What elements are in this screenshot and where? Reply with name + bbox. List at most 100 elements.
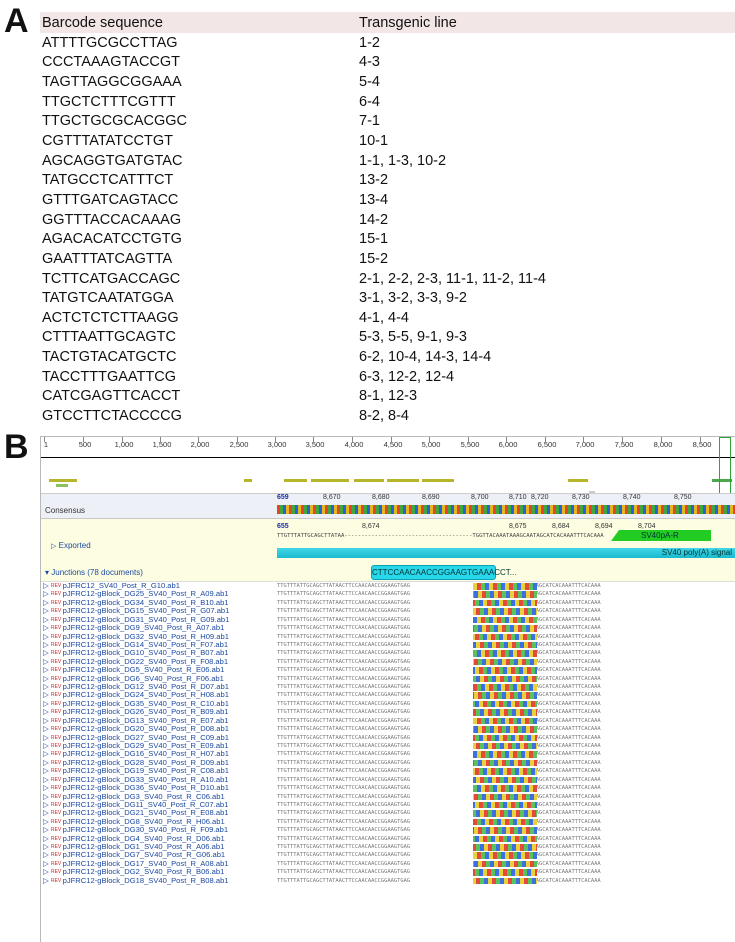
- read-label[interactable]: ▷ REV pJFRC12-gBlock_DG16_SV40_Post_R_H0…: [43, 750, 229, 759]
- overview-feature[interactable]: [589, 491, 595, 494]
- read-row[interactable]: ▷ REV pJFRC12-gBlock_DG18_SV40_Post_R_B0…: [41, 876, 735, 886]
- read-row[interactable]: ▷ REV pJFRC12-gBlock_DG32_SV40_Post_R_H0…: [41, 632, 735, 642]
- read-row[interactable]: ▷ REV pJFRC12-gBlock_DG7_SV40_Post_R_G06…: [41, 851, 735, 860]
- overview-feature[interactable]: [311, 479, 349, 482]
- motif-annotation[interactable]: CTTCCAACAACCGGAAGTGAAACCT...: [371, 565, 516, 580]
- read-row[interactable]: ▷ REV pJFRC12-gBlock_DG22_SV40_Post_R_F0…: [41, 657, 735, 667]
- read-label[interactable]: ▷ REV pJFRC12-gBlock_DG36_SV40_Post_R_D1…: [43, 783, 229, 793]
- read-row[interactable]: ▷ REV pJFRC12-gBlock_DG3_SV40_Post_R_C06…: [41, 792, 735, 802]
- read-label[interactable]: ▷ REV pJFRC12-gBlock_DG18_SV40_Post_R_B0…: [43, 876, 229, 886]
- read-row[interactable]: ▷ REV pJFRC12-gBlock_DG8_SV40_Post_R_H06…: [41, 817, 735, 827]
- read-row[interactable]: ▷ REV pJFRC12-gBlock_DG35_SV40_Post_R_C1…: [41, 699, 735, 709]
- read-row[interactable]: ▷ REV pJFRC12-gBlock_DG30_SV40_Post_R_F0…: [41, 825, 735, 835]
- read-label[interactable]: ▷ REV pJFRC12-gBlock_DG32_SV40_Post_R_H0…: [43, 632, 229, 642]
- read-label[interactable]: ▷ REV pJFRC12-gBlock_DG1_SV40_Post_R_A06…: [43, 842, 224, 852]
- read-row[interactable]: ▷ REV pJFRC12-gBlock_DG25_SV40_Post_R_A0…: [41, 590, 735, 599]
- overview-feature[interactable]: [354, 479, 384, 482]
- read-row[interactable]: ▷ REV pJFRC12-gBlock_DG27_SV40_Post_R_C0…: [41, 733, 735, 743]
- overview-track[interactable]: [41, 437, 735, 499]
- read-row[interactable]: ▷ REV pJFRC12-gBlock_DG17_SV40_Post_R_A0…: [41, 859, 735, 869]
- read-label[interactable]: ▷ REV pJFRC12-gBlock_DG28_SV40_Post_R_D0…: [43, 758, 229, 768]
- read-label[interactable]: ▷ REV pJFRC12-gBlock_DG5_SV40_Post_R_E06…: [43, 665, 224, 675]
- read-label[interactable]: ▷ REV pJFRC12-gBlock_DG14_SV40_Post_R_F0…: [43, 640, 228, 650]
- read-name: pJFRC12-gBlock_DG11_SV40_Post_R_C07.ab1: [62, 799, 229, 809]
- overview-feature[interactable]: [56, 484, 68, 487]
- read-label[interactable]: ▷ REV pJFRC12-gBlock_DG8_SV40_Post_R_H06…: [43, 817, 225, 827]
- overview-feature[interactable]: [387, 479, 419, 482]
- read-label[interactable]: ▷ REV pJFRC12-gBlock_DG9_SV40_Post_R_A07…: [43, 623, 224, 633]
- overview-feature[interactable]: [568, 479, 588, 482]
- read-label[interactable]: ▷ REV pJFRC12-gBlock_DG33_SV40_Post_R_A1…: [43, 775, 229, 785]
- read-sequence-right: TGGTTACAAATAAAGCAATAGCATCACAAATTTCACAAA: [474, 583, 601, 589]
- read-row[interactable]: ▷ REV pJFRC12-gBlock_DG19_SV40_Post_R_C0…: [41, 766, 735, 776]
- read-label[interactable]: ▷ REV pJFRC12-gBlock_DG25_SV40_Post_R_A0…: [43, 590, 229, 599]
- read-label[interactable]: ▷ REV pJFRC12-gBlock_DG22_SV40_Post_R_F0…: [43, 657, 228, 667]
- read-sequence-left: TTGTTTATTGCAGCTTATAACTTCCAACAACCGGAAGTGA…: [277, 860, 411, 867]
- read-row[interactable]: ▷ REV pJFRC12-gBlock_DG20_SV40_Post_R_D0…: [41, 724, 735, 734]
- read-row[interactable]: ▷ REV pJFRC12-gBlock_DG11_SV40_Post_R_C0…: [41, 799, 735, 810]
- read-row[interactable]: ▷ REV pJFRC12-gBlock_DG2_SV40_Post_R_B06…: [41, 868, 735, 877]
- read-label[interactable]: ▷ REV pJFRC12-gBlock_DG4_SV40_Post_R_D06…: [43, 834, 225, 844]
- read-label[interactable]: ▷ REV pJFRC12-gBlock_DG3_SV40_Post_R_C06…: [43, 792, 225, 802]
- read-label[interactable]: ▷ REV pJFRC12-gBlock_DG34_SV40_Post_R_B1…: [43, 598, 229, 608]
- collapse-triangle-icon[interactable]: ▾: [45, 568, 50, 577]
- read-row[interactable]: ▷ REV pJFRC12-gBlock_DG13_SV40_Post_R_E0…: [41, 716, 735, 726]
- read-label[interactable]: ▷ REV pJFRC12-gBlock_DG15_SV40_Post_R_G0…: [43, 607, 229, 616]
- read-label[interactable]: ▷ REV pJFRC12-gBlock_DG12_SV40_Post_R_D0…: [43, 682, 229, 692]
- read-label[interactable]: ▷ REV pJFRC12-gBlock_DG10_SV40_Post_R_B0…: [43, 649, 229, 658]
- read-sequence-right: TGGTTACAAATAAAGCAATAGCATCACAAATTTCACAAA: [474, 844, 601, 851]
- read-label[interactable]: ▷ REV pJFRC12-gBlock_DG13_SV40_Post_R_E0…: [43, 716, 229, 726]
- read-row[interactable]: ▷ REV pJFRC12-gBlock_DG1_SV40_Post_R_A06…: [41, 842, 735, 852]
- read-label[interactable]: ▷ REV pJFRC12-gBlock_DG31_SV40_Post_R_G0…: [43, 615, 229, 625]
- overview-feature[interactable]: [49, 479, 77, 482]
- exported-label[interactable]: ▷ Exported: [51, 541, 91, 550]
- read-label[interactable]: ▷ REV pJFRC12-gBlock_DG29_SV40_Post_R_E0…: [43, 741, 229, 751]
- read-row[interactable]: ▷ REV pJFRC12-gBlock_DG15_SV40_Post_R_G0…: [41, 607, 735, 616]
- junctions-header[interactable]: ▾ Junctions (78 documents) CTTCCAACAACCG…: [41, 563, 735, 582]
- sv40pa-feature-arrow[interactable]: [611, 530, 711, 541]
- read-label[interactable]: ▷ REV pJFRC12-gBlock_DG19_SV40_Post_R_C0…: [43, 766, 229, 776]
- read-row[interactable]: ▷ REV pJFRC12-gBlock_DG36_SV40_Post_R_D1…: [41, 783, 735, 793]
- read-row[interactable]: ▷ REV pJFRC12-gBlock_DG9_SV40_Post_R_A07…: [41, 623, 735, 633]
- read-row[interactable]: ▷ REV pJFRC12-gBlock_DG28_SV40_Post_R_D0…: [41, 758, 735, 768]
- read-sequence-right: TGGTTACAAATAAAGCAATAGCATCACAAATTTCACAAA: [474, 852, 601, 859]
- read-row[interactable]: ▷ REV pJFRC12-gBlock_DG29_SV40_Post_R_E0…: [41, 741, 735, 751]
- overview-feature[interactable]: [712, 479, 732, 482]
- read-label[interactable]: ▷ REV pJFRC12-gBlock_DG35_SV40_Post_R_C1…: [43, 699, 229, 709]
- viewport-window[interactable]: [719, 437, 731, 495]
- reverse-tag: REV: [50, 591, 63, 598]
- read-row[interactable]: ▷ REV pJFRC12-gBlock_DG5_SV40_Post_R_E06…: [41, 665, 735, 675]
- read-label[interactable]: ▷ REV pJFRC12-gBlock_DG27_SV40_Post_R_C0…: [43, 733, 229, 743]
- read-row[interactable]: ▷ REV pJFRC12-gBlock_DG26_SV40_Post_R_B0…: [41, 708, 735, 717]
- read-row[interactable]: ▷ REV pJFRC12-gBlock_DG31_SV40_Post_R_G0…: [41, 615, 735, 625]
- read-row[interactable]: ▷ REV pJFRC12_SV40_Post_R_G10.ab1 TTGTTTA…: [41, 581, 735, 591]
- read-row[interactable]: ▷ REV pJFRC12-gBlock_DG10_SV40_Post_R_B0…: [41, 649, 735, 658]
- read-row[interactable]: ▷ REV pJFRC12-gBlock_DG34_SV40_Post_R_B1…: [41, 598, 735, 608]
- read-label[interactable]: ▷ REV pJFRC12-gBlock_DG7_SV40_Post_R_G06…: [43, 851, 225, 860]
- overview-feature[interactable]: [284, 479, 307, 482]
- read-row[interactable]: ▷ REV pJFRC12-gBlock_DG14_SV40_Post_R_F0…: [41, 640, 735, 650]
- read-row[interactable]: ▷ REV pJFRC12-gBlock_DG16_SV40_Post_R_H0…: [41, 750, 735, 759]
- read-label[interactable]: ▷ REV pJFRC12-gBlock_DG30_SV40_Post_R_F0…: [43, 825, 228, 835]
- read-sequence-right: TGGTTACAAATAAAGCAATAGCATCACAAATTTCACAAA: [474, 616, 601, 623]
- read-label[interactable]: ▷ REV pJFRC12-gBlock_DG17_SV40_Post_R_A0…: [43, 859, 229, 869]
- read-row[interactable]: ▷ REV pJFRC12-gBlock_DG12_SV40_Post_R_D0…: [41, 682, 735, 692]
- read-label[interactable]: ▷ REV pJFRC12-gBlock_DG6_SV40_Post_R_F06…: [43, 674, 224, 684]
- read-label[interactable]: ▷ REV pJFRC12-gBlock_DG11_SV40_Post_R_C0…: [43, 799, 229, 810]
- overview-feature[interactable]: [422, 479, 454, 482]
- overview-feature[interactable]: [244, 479, 252, 482]
- read-row[interactable]: ▷ REV pJFRC12-gBlock_DG33_SV40_Post_R_A1…: [41, 775, 735, 785]
- read-row[interactable]: ▷ REV pJFRC12-gBlock_DG4_SV40_Post_R_D06…: [41, 834, 735, 844]
- read-label[interactable]: ▷ REV pJFRC12-gBlock_DG26_SV40_Post_R_B0…: [43, 708, 229, 717]
- document-icon: ▷: [43, 749, 51, 759]
- ruler-tick-label: 1,500: [152, 440, 172, 449]
- read-row[interactable]: ▷ REV pJFRC12-gBlock_DG24_SV40_Post_R_H0…: [41, 691, 735, 700]
- read-row[interactable]: ▷ REV pJFRC12-gBlock_DG21_SV40_Post_R_E0…: [41, 809, 735, 818]
- read-label[interactable]: ▷ REV pJFRC12_SV40_Post_R_G10.ab1: [43, 581, 180, 591]
- read-label[interactable]: ▷ REV pJFRC12-gBlock_DG21_SV40_Post_R_E0…: [43, 809, 229, 818]
- read-label[interactable]: ▷ REV pJFRC12-gBlock_DG2_SV40_Post_R_B06…: [43, 868, 224, 877]
- polya-signal-feature[interactable]: [277, 548, 735, 558]
- read-label[interactable]: ▷ REV pJFRC12-gBlock_DG20_SV40_Post_R_D0…: [43, 724, 229, 734]
- read-row[interactable]: ▷ REV pJFRC12-gBlock_DG6_SV40_Post_R_F06…: [41, 674, 735, 684]
- read-label[interactable]: ▷ REV pJFRC12-gBlock_DG24_SV40_Post_R_H0…: [43, 691, 229, 700]
